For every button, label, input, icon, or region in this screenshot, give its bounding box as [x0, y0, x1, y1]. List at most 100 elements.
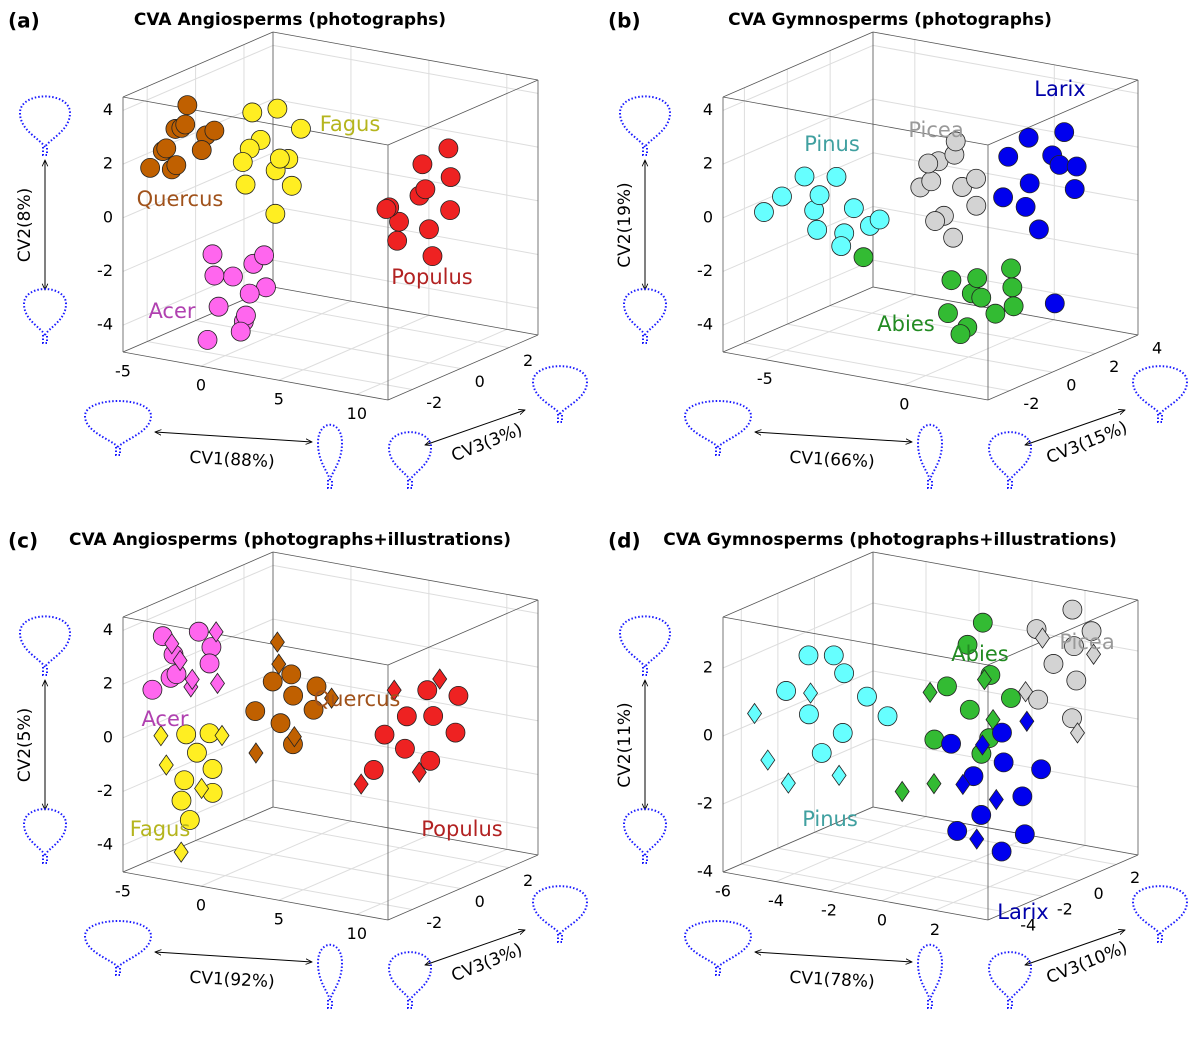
data-point: [1002, 259, 1021, 278]
leaf-outline: [1133, 886, 1187, 942]
leaf-outline: [389, 952, 431, 1008]
y-tick-label: 4: [103, 620, 113, 639]
data-point: [192, 141, 211, 160]
y-tick-label: 2: [703, 658, 713, 677]
grid-line: [147, 862, 412, 910]
data-point: [377, 200, 396, 219]
leaf-outline: [1133, 366, 1187, 422]
data-point: [141, 158, 160, 177]
data-point: [441, 201, 460, 220]
y-tick-label: 2: [103, 154, 113, 173]
axis-arrow: [155, 952, 312, 962]
box-edge: [723, 32, 873, 97]
chart-title: CVA Gymnosperms (photographs+illustratio…: [663, 530, 1117, 550]
data-point: [416, 180, 435, 199]
x-tick-label: -5: [757, 369, 773, 388]
y-tick-label: 0: [703, 726, 713, 745]
data-point: [209, 297, 228, 316]
data-point: [777, 681, 796, 700]
cluster-label: Larix: [1034, 77, 1085, 101]
z-axis-label: CV3(10%): [1044, 938, 1131, 989]
data-point: [421, 751, 440, 770]
z-tick-label: 0: [1066, 376, 1076, 395]
x-tick-label: -5: [115, 882, 131, 901]
leaf-outline: [685, 921, 751, 975]
data-point: [972, 805, 991, 824]
z-tick-label: -2: [1023, 394, 1039, 413]
data-point: [937, 677, 956, 696]
cluster-label: Fagus: [320, 112, 381, 136]
data-point-diamond: [159, 755, 173, 775]
data-point: [231, 322, 250, 341]
data-point: [167, 156, 186, 175]
data-point: [835, 664, 854, 683]
data-point: [972, 288, 991, 307]
data-point: [870, 210, 889, 229]
grid-line: [723, 739, 873, 804]
y-axis-label: CV2(11%): [615, 702, 635, 787]
data-point: [999, 147, 1018, 166]
data-point: [1045, 294, 1064, 313]
cluster-label: Fagus: [130, 817, 191, 841]
cluster-label: Picea: [1059, 630, 1114, 654]
data-point: [172, 791, 191, 810]
y-axis-label: CV2(5%): [15, 708, 35, 783]
panel-label: (a): [8, 9, 40, 33]
chart-panel: -4-2024-50510-202QuercusFagusAcerPopulus…: [8, 9, 587, 489]
leaf-outline: [318, 945, 342, 1008]
cluster-label: Acer: [148, 299, 195, 323]
y-tick-label: -2: [697, 794, 713, 813]
x-tick-label: -4: [768, 891, 784, 910]
data-point: [395, 739, 414, 758]
cluster-label: Quercus: [137, 187, 224, 211]
data-point: [795, 167, 814, 186]
data-point: [1050, 155, 1069, 174]
axis-arrow: [755, 432, 912, 442]
y-tick-label: -2: [97, 781, 113, 800]
data-point: [198, 330, 217, 349]
data-point: [271, 714, 290, 733]
data-point: [1013, 787, 1032, 806]
box-edge: [723, 552, 873, 617]
leaf-outline: [989, 432, 1031, 488]
leaf-outline: [620, 616, 670, 675]
cluster-label: Populus: [421, 817, 503, 841]
data-point: [942, 734, 961, 753]
data-point: [446, 723, 465, 742]
y-axis-label: CV2(8%): [15, 188, 35, 263]
z-tick-label: -2: [426, 913, 442, 932]
data-point-diamond: [927, 774, 941, 794]
data-point-diamond: [832, 765, 846, 785]
data-point: [942, 271, 961, 290]
z-tick-label: 2: [523, 351, 533, 370]
cluster-label: Abies: [951, 642, 1008, 666]
grid-line: [273, 619, 538, 667]
cluster-label: Quercus: [314, 687, 401, 711]
x-axis-label: CV1(78%): [789, 968, 875, 992]
data-point: [246, 702, 265, 721]
cluster-label: Pinus: [802, 807, 858, 831]
y-tick-label: -4: [697, 315, 713, 334]
data-point: [919, 154, 938, 173]
box-edge: [123, 872, 388, 920]
box-edge: [873, 32, 1138, 80]
leaf-outline: [85, 401, 151, 455]
chart-panel: -4-2024-50-2024PinusPiceaLarixAbies(b)CV…: [608, 9, 1187, 489]
leaf-outline: [20, 96, 70, 155]
data-point-diamond: [781, 773, 795, 793]
box-edge: [388, 600, 538, 665]
y-tick-label: -4: [97, 835, 113, 854]
z-tick-label: 2: [1109, 357, 1119, 376]
grid-line: [273, 153, 538, 201]
data-point: [986, 304, 1005, 323]
data-point: [205, 121, 224, 140]
data-point: [439, 139, 458, 158]
data-point: [1029, 220, 1048, 239]
cluster-label: Larix: [997, 900, 1048, 924]
data-point: [994, 188, 1013, 207]
data-point: [799, 705, 818, 724]
data-point-diamond: [761, 750, 775, 770]
box-edge: [388, 335, 538, 400]
leaf-outline: [624, 289, 666, 343]
box-edge: [873, 552, 1138, 600]
